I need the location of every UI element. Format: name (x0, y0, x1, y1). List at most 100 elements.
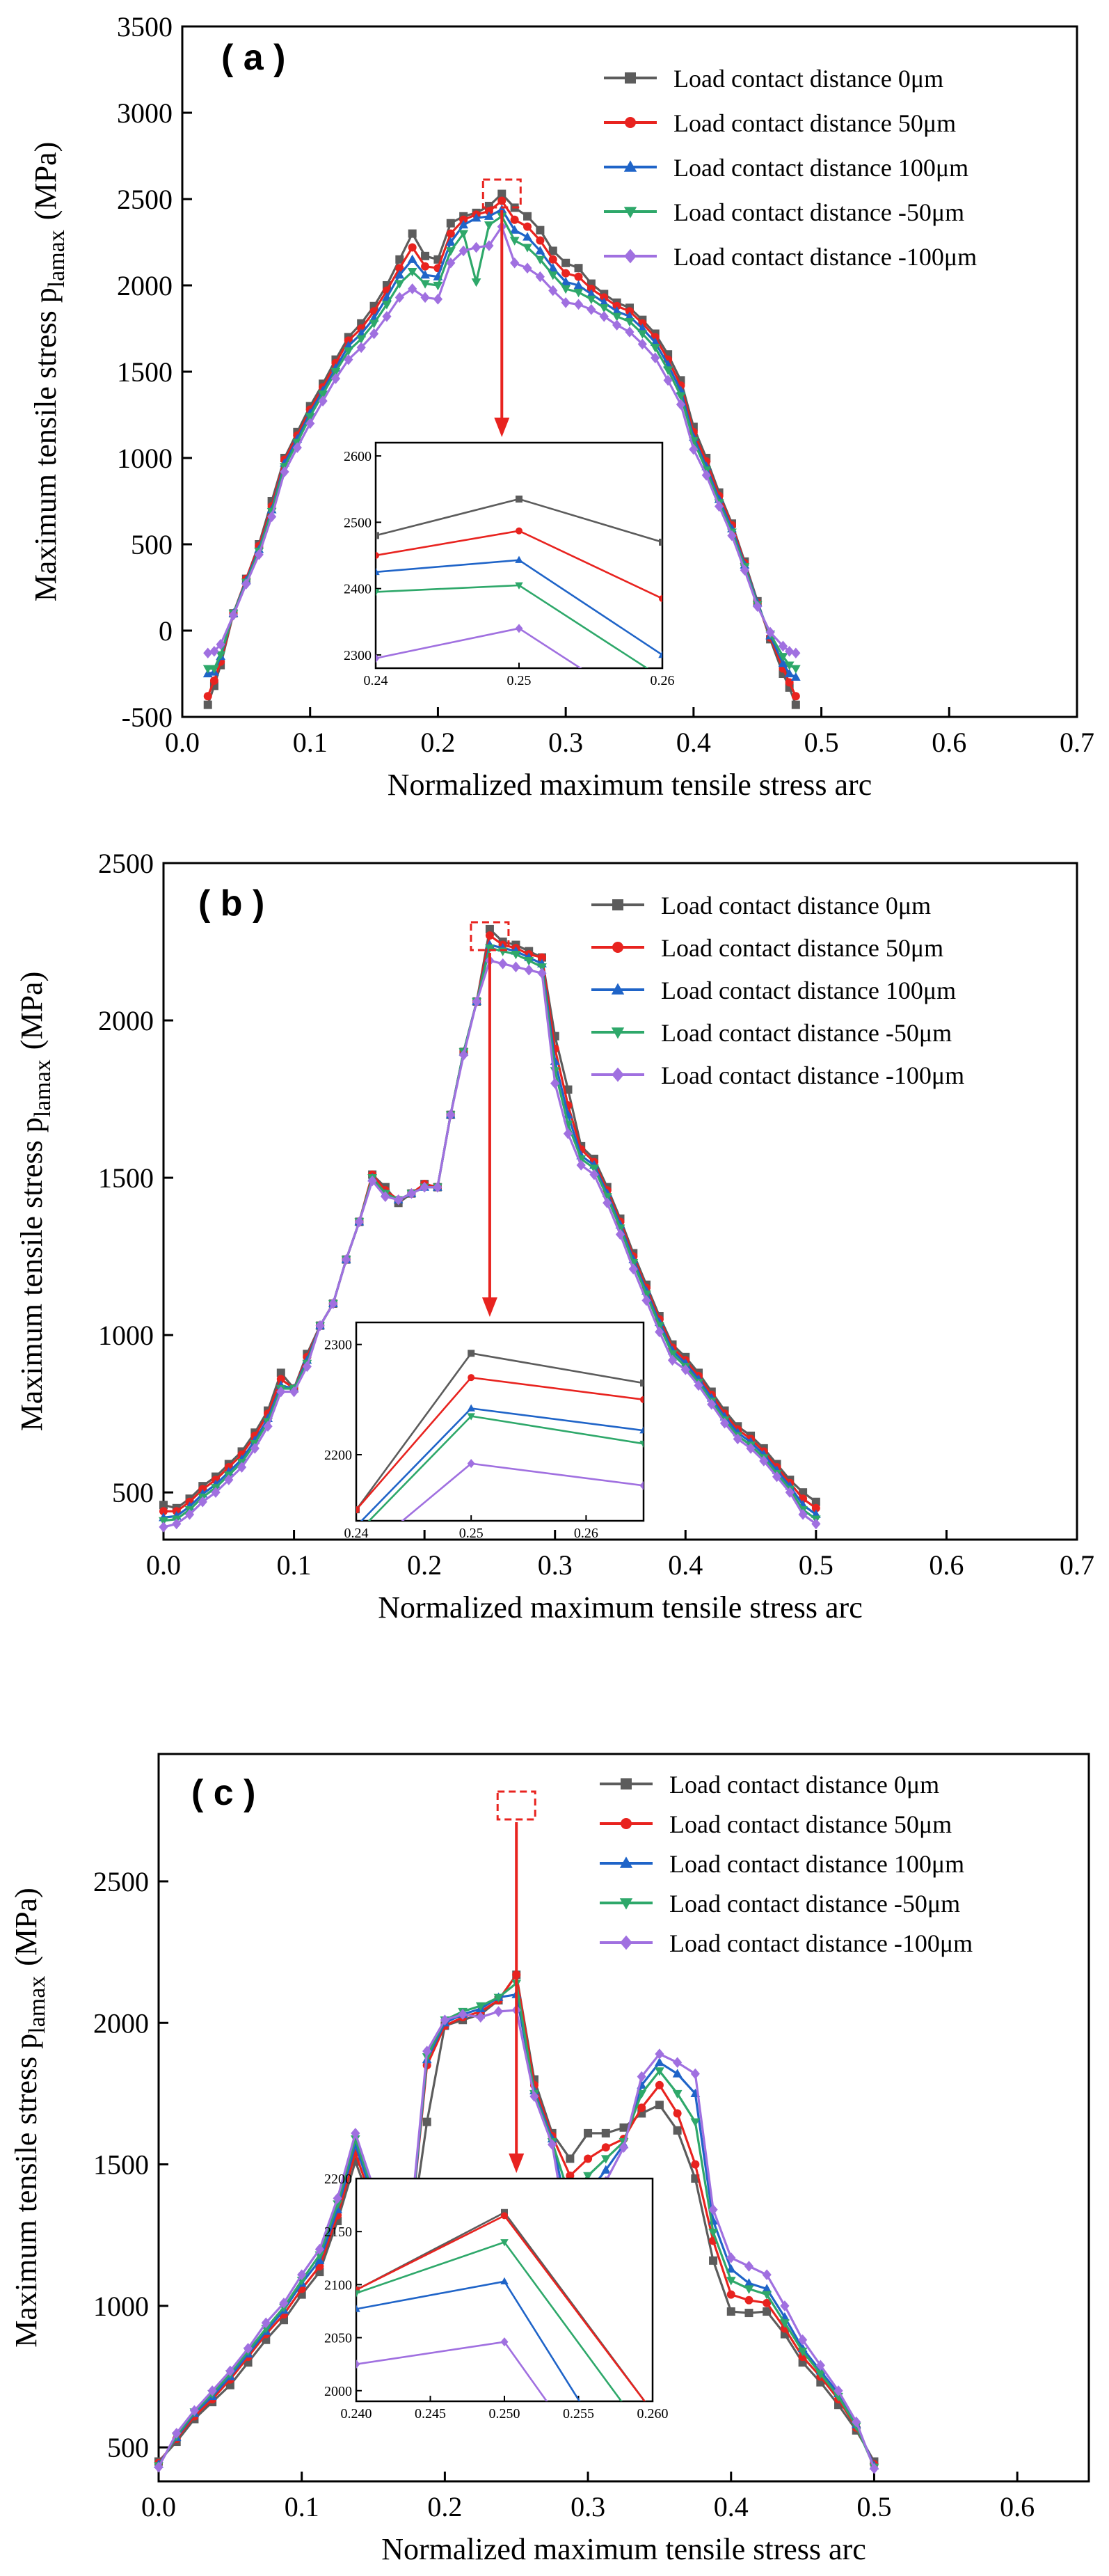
data-point (762, 2269, 772, 2280)
data-point (297, 2269, 307, 2280)
data-point (778, 658, 788, 667)
data-point (589, 1164, 599, 1174)
legend-marker (625, 72, 636, 84)
data-point (612, 301, 621, 310)
data-point (676, 392, 686, 401)
legend-label: Load contact distance -50μm (673, 198, 964, 226)
data-point (189, 2405, 200, 2417)
data-point (537, 953, 546, 962)
x-tick-label: 0.5 (799, 1549, 833, 1581)
inset-chart: 0.24 0.25 0.26 2300 2400 2500 2600 (344, 441, 675, 688)
data-point (798, 2334, 808, 2346)
y-axis-title-main: Maximum tensile stress p (29, 287, 63, 601)
data-point (791, 692, 800, 701)
data-point (663, 374, 673, 386)
data-point (203, 700, 212, 709)
data-point (172, 2428, 182, 2439)
data-point (510, 257, 520, 269)
data-point (790, 672, 801, 681)
data-point (394, 269, 405, 279)
legend-label: Load contact distance -50μm (669, 1890, 960, 1918)
data-point (422, 2046, 432, 2057)
y-axis-title-unit: (MPa) (29, 142, 63, 220)
data-point (433, 281, 443, 291)
data-point (318, 395, 328, 406)
data-point (561, 258, 571, 267)
inset-data-point (659, 538, 662, 546)
data-point (356, 335, 367, 345)
data-point (381, 1191, 390, 1203)
data-point (600, 293, 609, 302)
data-point (433, 294, 443, 305)
data-point (536, 226, 545, 235)
data-point (587, 303, 596, 315)
data-point (680, 1364, 690, 1375)
inset-data-point (640, 1380, 644, 1387)
data-point (612, 319, 622, 331)
data-point (600, 2165, 611, 2174)
data-point (573, 280, 584, 290)
data-point (740, 564, 749, 576)
data-point (655, 1326, 664, 1338)
data-point (733, 1433, 742, 1445)
legend: Load contact distance 0μm Load contact di… (600, 1771, 973, 1957)
data-point (778, 653, 788, 662)
inset-data-point (468, 1374, 475, 1382)
zoom-arrow-head (494, 418, 510, 437)
data-point (522, 232, 532, 241)
data-point (784, 661, 795, 670)
inset-x-tick-label: 0.25 (459, 1526, 484, 1541)
x-tick-label: 0.1 (285, 2491, 319, 2522)
data-point (772, 1471, 782, 1483)
inset-x-tick-label: 0.260 (637, 2406, 669, 2421)
data-point (625, 317, 635, 327)
y-tick-label: -500 (122, 702, 173, 733)
x-tick-label: 0.6 (932, 727, 966, 758)
data-point (673, 2126, 682, 2135)
data-point (550, 1077, 560, 1089)
legend-marker (621, 1778, 632, 1789)
inset-data-point (639, 1426, 644, 1434)
data-point (535, 271, 545, 283)
data-point (586, 295, 596, 305)
x-tick-label: 0.3 (548, 727, 583, 758)
data-point (548, 285, 558, 297)
data-point (330, 368, 341, 377)
inset-data-point (376, 532, 379, 539)
data-point (394, 1194, 404, 1206)
inset-data-point (515, 624, 523, 633)
data-point (408, 283, 417, 294)
data-point (701, 470, 711, 481)
data-point (650, 344, 660, 353)
inset-y-tick-label: 2150 (324, 2225, 352, 2240)
data-point (651, 352, 660, 363)
data-point (523, 212, 532, 221)
data-point (587, 284, 596, 293)
data-point (676, 399, 686, 410)
data-point (305, 413, 315, 422)
inset-y-tick-label: 2500 (344, 515, 372, 530)
y-tick-label: 3500 (117, 11, 173, 42)
legend-marker (619, 1856, 633, 1868)
y-tick-label: 2500 (117, 184, 173, 215)
data-point (510, 215, 519, 224)
y-tick-label: 2000 (93, 2007, 149, 2039)
inset-data-point (500, 2277, 509, 2285)
x-tick-label: 0.2 (427, 2491, 462, 2522)
data-point (484, 240, 494, 251)
y-axis-title-sub: lamax (30, 1059, 56, 1117)
data-point (344, 354, 353, 365)
data-point (535, 246, 545, 255)
y-tick-label: 2500 (93, 1866, 149, 1897)
data-point (237, 1462, 247, 1473)
inset-data-point (659, 594, 662, 602)
data-point (548, 263, 558, 272)
data-point (351, 2128, 360, 2139)
inset-data-point (639, 1440, 644, 1448)
data-point (497, 189, 506, 198)
y-tick-label: 3000 (117, 97, 173, 129)
data-point (382, 310, 392, 322)
inset-data-point (356, 2360, 360, 2369)
data-point (655, 2101, 664, 2110)
inset-data-point (501, 2212, 508, 2220)
